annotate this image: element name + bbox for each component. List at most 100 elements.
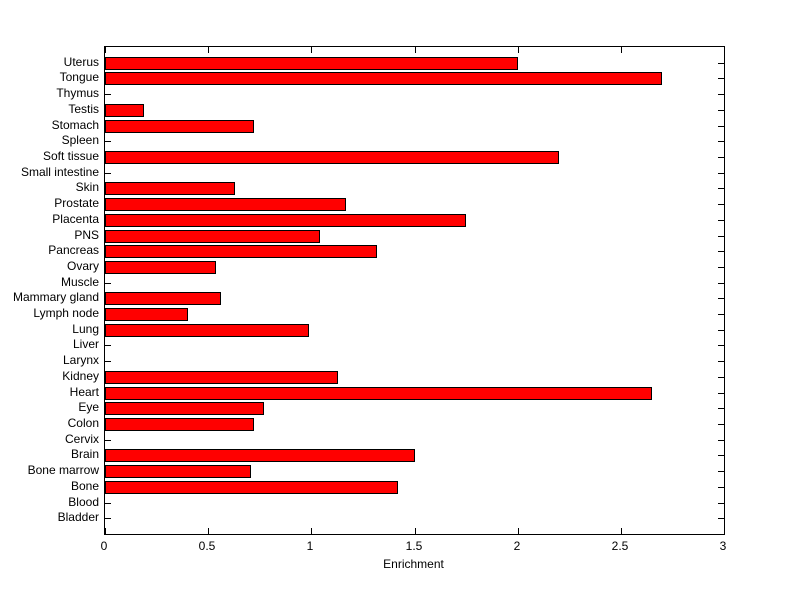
y-tick [105, 283, 111, 284]
bar [105, 308, 188, 321]
y-tick [718, 345, 724, 346]
y-tick [105, 141, 111, 142]
category-label: Testis [68, 102, 99, 116]
bar [105, 371, 338, 384]
y-tick [718, 424, 724, 425]
bar [105, 449, 415, 462]
y-tick [718, 330, 724, 331]
x-tick [518, 528, 519, 534]
x-tick [415, 47, 416, 53]
category-label: PNS [74, 228, 99, 242]
category-label: Spleen [61, 133, 99, 147]
plot-area [104, 46, 725, 535]
x-tick [415, 528, 416, 534]
y-tick [105, 345, 111, 346]
y-tick [105, 173, 111, 174]
x-tick [105, 528, 106, 534]
y-tick [718, 471, 724, 472]
category-label: Placenta [52, 212, 99, 226]
category-label: Blood [68, 495, 99, 509]
bar [105, 261, 216, 274]
y-tick [718, 487, 724, 488]
y-tick [718, 298, 724, 299]
bar [105, 402, 264, 415]
bar [105, 292, 221, 305]
x-tick-label: 2.5 [611, 539, 629, 553]
x-tick [311, 47, 312, 53]
bar [105, 104, 144, 117]
y-tick [718, 455, 724, 456]
x-axis-tick-labels: 0 0.5 1 1.5 2 2.5 3 [101, 539, 727, 555]
y-tick [718, 251, 724, 252]
category-label: Larynx [62, 353, 99, 367]
bar [105, 151, 559, 164]
bar [105, 465, 251, 478]
y-tick [718, 408, 724, 409]
category-label: Prostate [54, 196, 99, 210]
bar [105, 481, 398, 494]
y-tick [105, 503, 111, 504]
y-tick [718, 236, 724, 237]
x-tick [208, 47, 209, 53]
y-tick [718, 126, 724, 127]
x-tick [208, 528, 209, 534]
category-label: Small intestine [20, 165, 99, 179]
y-tick [718, 63, 724, 64]
bar [105, 198, 346, 211]
y-tick [718, 393, 724, 394]
y-tick [718, 377, 724, 378]
y-tick [718, 94, 724, 95]
y-tick [718, 267, 724, 268]
category-label: Lung [72, 322, 99, 336]
x-tick-label: 1.5 [405, 539, 423, 553]
y-tick [718, 283, 724, 284]
category-label: Eye [78, 400, 99, 414]
y-tick [718, 157, 724, 158]
category-label: Cervix [64, 432, 99, 446]
x-tick [518, 47, 519, 53]
y-tick [105, 518, 111, 519]
bar [105, 214, 466, 227]
bar [105, 57, 518, 70]
x-tick-label: 0.5 [198, 539, 216, 553]
category-label: Liver [72, 337, 99, 351]
category-label: Skin [75, 180, 99, 194]
category-label: Mammary gland [12, 290, 99, 304]
category-label: Bladder [57, 510, 99, 524]
y-tick [718, 361, 724, 362]
category-label: Colon [67, 416, 99, 430]
y-tick [718, 141, 724, 142]
category-label: Tongue [59, 70, 99, 84]
y-tick [718, 204, 724, 205]
category-label: Uterus [63, 55, 99, 69]
bar [105, 230, 320, 243]
bar [105, 387, 652, 400]
category-label: Muscle [60, 275, 99, 289]
category-label: Ovary [66, 259, 99, 273]
y-tick [718, 173, 724, 174]
y-tick [105, 361, 111, 362]
y-tick [718, 110, 724, 111]
category-label: Lymph node [33, 306, 99, 320]
bar [105, 182, 235, 195]
y-tick [718, 440, 724, 441]
category-label: Stomach [51, 118, 99, 132]
y-tick [718, 518, 724, 519]
x-tick [105, 47, 106, 53]
y-axis-labels: Uterus Tongue Thymus Testis Stomach Spleen Sof… [0, 46, 99, 533]
category-label: Heart [69, 385, 99, 399]
category-label: Kidney [62, 369, 99, 383]
bar [105, 324, 309, 337]
y-tick [105, 440, 111, 441]
y-tick [105, 94, 111, 95]
x-tick [311, 528, 312, 534]
category-label: Bone marrow [27, 463, 99, 477]
x-tick-label: 3 [719, 539, 727, 553]
category-label: Soft tissue [42, 149, 99, 163]
x-tick-label: 0 [100, 539, 108, 553]
x-tick [621, 47, 622, 53]
y-tick [718, 188, 724, 189]
x-tick-label: 2 [513, 539, 521, 553]
bar [105, 245, 377, 258]
